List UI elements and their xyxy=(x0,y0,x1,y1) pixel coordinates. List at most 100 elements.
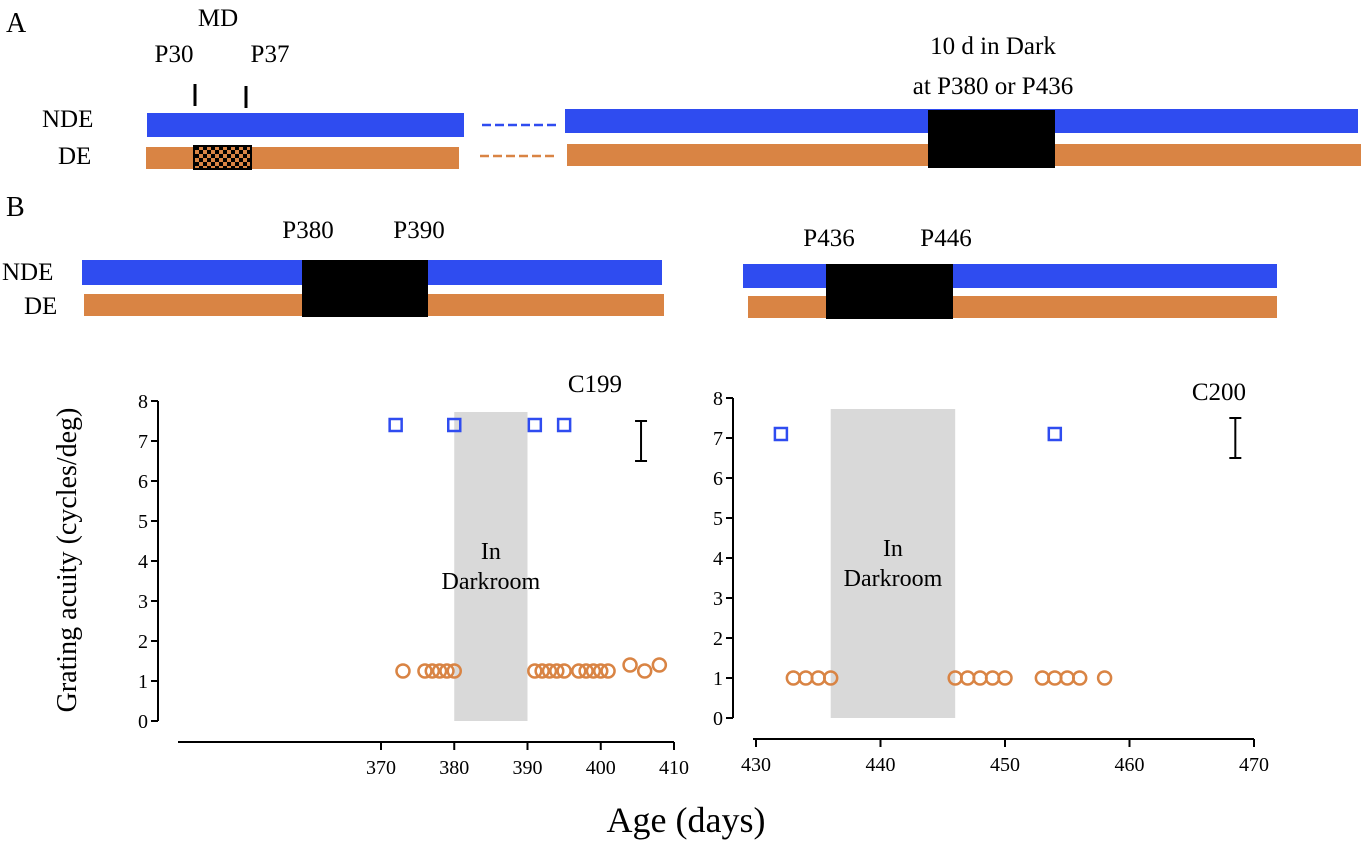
y-tick-label: 4 xyxy=(713,548,723,570)
x-tick-label: 460 xyxy=(1115,754,1145,776)
de-point xyxy=(549,663,565,679)
nde-bar-a-left xyxy=(147,113,464,137)
de-point xyxy=(439,663,455,679)
y-tick-label: 5 xyxy=(138,511,148,533)
de-point xyxy=(534,663,550,679)
b-left-start-label: P380 xyxy=(282,217,333,244)
nde-point xyxy=(773,426,789,442)
de-point xyxy=(798,670,814,686)
nde-label-a: NDE xyxy=(42,106,93,133)
x-tick-label: 470 xyxy=(1239,754,1269,776)
de-label-a: DE xyxy=(58,143,91,170)
nde-point xyxy=(447,417,462,433)
y-tick-label: 3 xyxy=(138,591,148,613)
de-point xyxy=(541,663,558,679)
dark-block-b-right xyxy=(826,264,953,319)
nde-point xyxy=(556,417,572,433)
chart-c200: In Darkroom 0 1 2 3 4 5 6 7 8 430 440 450 460 470 C200 xyxy=(713,379,1269,776)
chart-id-label: C199 xyxy=(568,371,622,398)
y-tick-label: 7 xyxy=(713,428,723,450)
nde-point xyxy=(1047,426,1063,442)
y-tick-label: 1 xyxy=(713,668,723,690)
y-tick-label: 6 xyxy=(713,468,723,490)
darkroom-shade xyxy=(454,412,528,721)
b-right-end-label: P446 xyxy=(920,225,971,252)
de-point xyxy=(1096,670,1113,686)
dark-title-line1: 10 d in Dark xyxy=(930,33,1056,60)
b-right-start-label: P436 xyxy=(803,225,854,252)
de-point xyxy=(571,663,587,679)
de-point xyxy=(527,663,543,679)
p30-label: P30 xyxy=(155,41,194,68)
x-axis-title: Age (days) xyxy=(607,800,766,840)
y-tick-label: 0 xyxy=(713,708,723,730)
de-point xyxy=(997,670,1013,686)
darkroom-label-line1: In xyxy=(883,536,903,562)
de-point xyxy=(972,670,988,686)
de-point xyxy=(417,663,433,679)
nde-bar-b-right xyxy=(743,264,1277,288)
de-point xyxy=(622,657,638,673)
y-tick-label: 3 xyxy=(713,588,723,610)
de-point xyxy=(446,663,462,679)
de-point xyxy=(651,657,668,673)
chart-c199: In Darkroom 0 1 2 3 4 5 6 7 8 370 380 390 400 410 C199 xyxy=(138,371,689,779)
b-left-end-label: P390 xyxy=(393,217,444,244)
y-tick-label: 2 xyxy=(713,628,723,650)
nde-label-b: NDE xyxy=(2,259,53,286)
p37-label: P37 xyxy=(251,41,290,68)
de-point xyxy=(1034,670,1051,686)
x-tick-label: 410 xyxy=(659,757,689,779)
de-point xyxy=(636,663,653,679)
panel-a-letter: A xyxy=(6,8,27,39)
de-point xyxy=(600,663,616,679)
darkroom-label-line2: Darkroom xyxy=(844,566,943,592)
y-tick-label: 4 xyxy=(138,551,148,573)
de-point xyxy=(785,670,802,686)
de-point xyxy=(585,663,602,679)
de-point xyxy=(424,663,441,679)
nde-point xyxy=(388,417,403,433)
panel-b-letter: B xyxy=(6,192,25,223)
y-tick-label: 2 xyxy=(138,631,148,653)
darkroom-label-line2: Darkroom xyxy=(442,569,541,595)
dark-title-line2: at P380 or P436 xyxy=(913,73,1073,100)
de-point xyxy=(984,670,1001,686)
de-point xyxy=(556,663,572,679)
de-point xyxy=(1047,670,1063,686)
x-tick-label: 430 xyxy=(741,754,771,776)
de-bar-a-left xyxy=(146,147,459,169)
darkroom-shade xyxy=(830,409,956,718)
y-tick-label: 5 xyxy=(713,508,723,530)
y-axis-title: Grating acuity (cycles/deg) xyxy=(52,408,83,713)
de-point xyxy=(431,663,448,679)
y-tick-label: 0 xyxy=(138,711,148,733)
md-label: MD xyxy=(198,5,238,32)
chart-id-label: C200 xyxy=(1192,379,1246,406)
x-tick-label: 370 xyxy=(366,757,396,779)
de-point xyxy=(1059,670,1075,686)
de-point xyxy=(822,670,839,686)
y-tick-label: 8 xyxy=(713,388,723,410)
de-label-b: DE xyxy=(24,293,57,320)
de-point xyxy=(578,663,594,679)
y-tick-label: 8 xyxy=(138,391,148,413)
de-point xyxy=(1071,670,1088,686)
y-tick-label: 7 xyxy=(138,431,148,453)
nde-point xyxy=(527,417,543,433)
de-point xyxy=(810,670,826,686)
de-point xyxy=(959,670,976,686)
darkroom-label-line1: In xyxy=(481,539,501,565)
y-tick-label: 1 xyxy=(138,671,148,693)
de-point xyxy=(593,663,609,679)
x-tick-label: 390 xyxy=(513,757,543,779)
dark-block-a xyxy=(928,110,1055,168)
de-point xyxy=(395,663,411,679)
y-tick-label: 6 xyxy=(138,471,148,493)
x-tick-label: 400 xyxy=(586,757,616,779)
x-tick-label: 440 xyxy=(866,754,896,776)
md-checker-block xyxy=(193,145,252,170)
x-tick-label: 450 xyxy=(990,754,1020,776)
dark-block-b-left xyxy=(302,260,428,317)
